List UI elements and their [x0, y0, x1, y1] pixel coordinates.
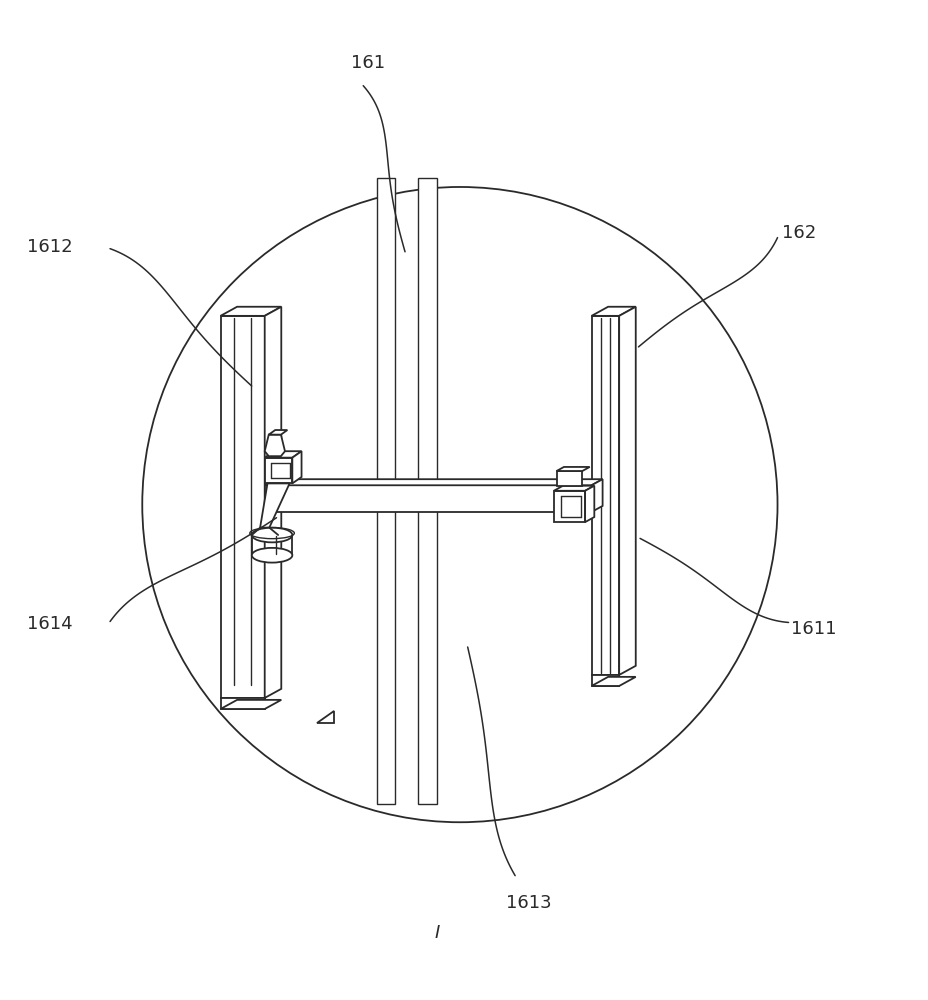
Polygon shape: [264, 307, 281, 698]
Polygon shape: [591, 479, 602, 512]
Bar: [220, 316, 264, 698]
Polygon shape: [220, 307, 281, 316]
Polygon shape: [585, 486, 594, 522]
Polygon shape: [292, 451, 302, 483]
Bar: [264, 458, 292, 483]
Polygon shape: [553, 486, 594, 491]
Bar: [556, 471, 582, 486]
Polygon shape: [591, 307, 635, 316]
Polygon shape: [264, 451, 302, 458]
Bar: [418, 178, 436, 804]
Text: 161: 161: [351, 54, 384, 72]
Text: I: I: [433, 924, 439, 942]
Text: 1612: 1612: [27, 238, 72, 256]
Ellipse shape: [251, 548, 292, 563]
Polygon shape: [264, 435, 285, 456]
Polygon shape: [556, 467, 589, 471]
Polygon shape: [591, 677, 635, 686]
Bar: [377, 178, 395, 804]
Ellipse shape: [251, 528, 292, 542]
Polygon shape: [264, 479, 602, 485]
Polygon shape: [260, 483, 290, 528]
Polygon shape: [618, 307, 635, 675]
Text: 1614: 1614: [27, 615, 72, 633]
Bar: [220, 698, 264, 709]
Polygon shape: [268, 430, 287, 435]
Bar: [264, 485, 591, 512]
Text: 1611: 1611: [791, 620, 836, 638]
Text: 1613: 1613: [506, 894, 551, 912]
Bar: [553, 491, 585, 522]
Bar: [591, 675, 618, 686]
Polygon shape: [316, 711, 333, 723]
Bar: [591, 316, 618, 675]
Polygon shape: [220, 700, 281, 709]
Text: 162: 162: [781, 224, 816, 242]
